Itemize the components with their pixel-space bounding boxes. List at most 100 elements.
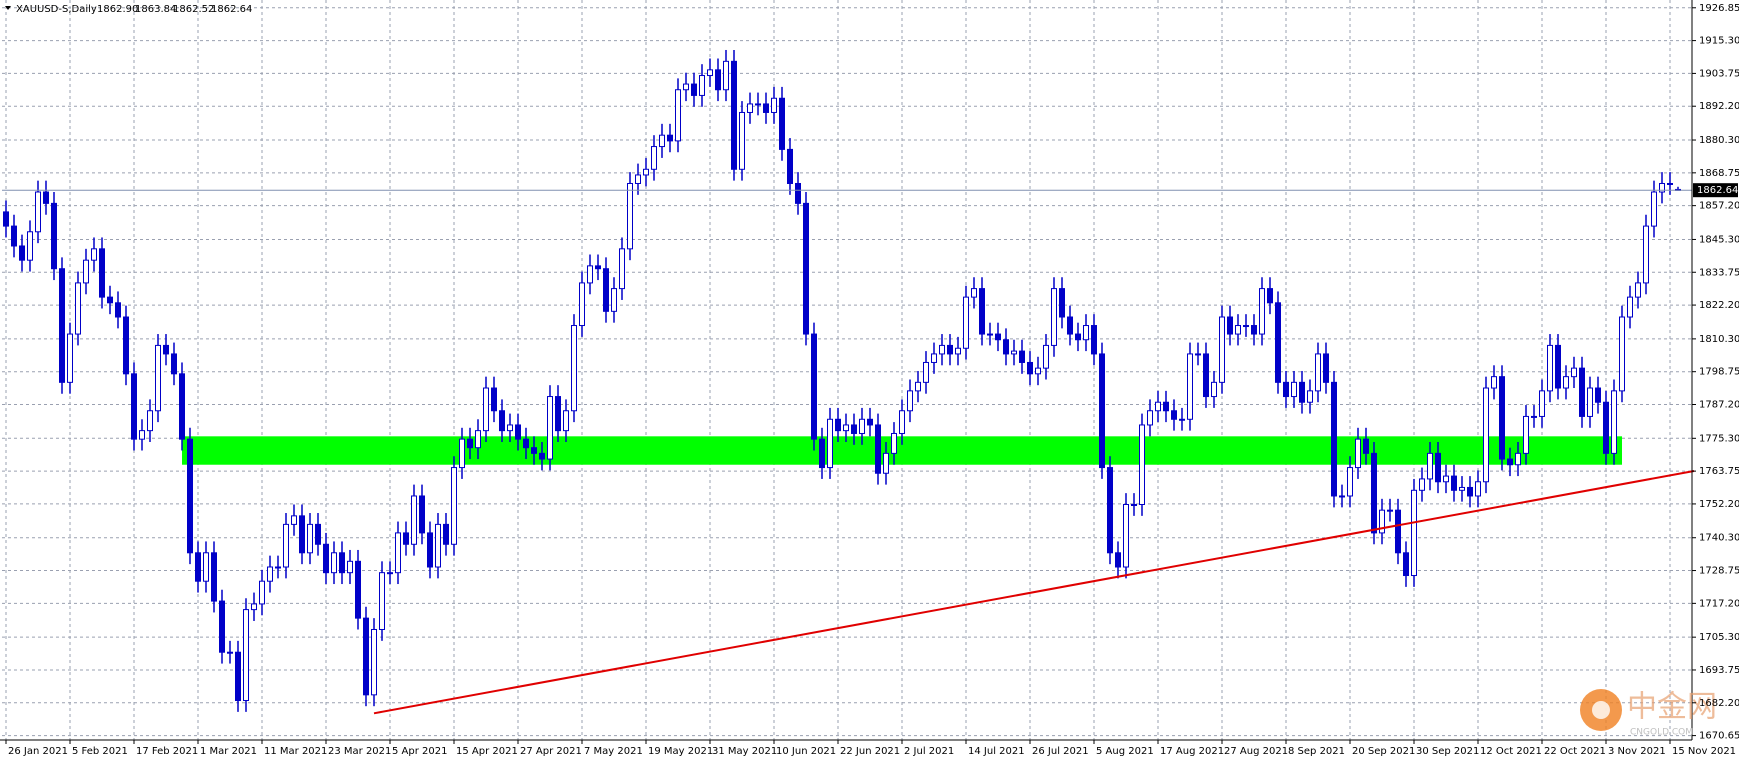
y-tick-label: 1868.75 bbox=[1699, 168, 1739, 179]
candle-body bbox=[291, 515, 297, 525]
candle-body bbox=[411, 495, 417, 545]
candle-body bbox=[1355, 438, 1361, 469]
y-tick-label: 1693.75 bbox=[1699, 665, 1739, 676]
candle-body bbox=[731, 60, 737, 170]
candle-body bbox=[235, 651, 241, 702]
x-tick-label: 26 Jan 2021 bbox=[8, 746, 68, 757]
candle-body bbox=[1387, 509, 1393, 512]
overlay bbox=[2, 189, 1695, 715]
candle-body bbox=[795, 182, 801, 204]
candle-body bbox=[907, 390, 913, 412]
candle-body bbox=[1267, 288, 1273, 304]
candle-body bbox=[259, 580, 265, 605]
candle-body bbox=[1307, 390, 1313, 403]
candle-body bbox=[123, 316, 129, 375]
y-tick-label: 1740.30 bbox=[1699, 533, 1739, 544]
candle-body bbox=[1299, 381, 1305, 403]
y-tick-label: 1670.65 bbox=[1699, 731, 1739, 742]
candle-body bbox=[419, 495, 425, 534]
y-tick-label: 1903.75 bbox=[1699, 68, 1739, 79]
candle-body bbox=[171, 353, 177, 375]
candle-body bbox=[115, 302, 121, 318]
x-tick-label: 7 May 2021 bbox=[584, 746, 643, 757]
y-tick-label: 1752.20 bbox=[1699, 499, 1739, 510]
candle-body bbox=[19, 245, 25, 261]
candle-body bbox=[555, 396, 561, 432]
candle-body bbox=[971, 288, 977, 298]
candle-body bbox=[547, 396, 553, 460]
candle-body bbox=[1339, 495, 1345, 498]
trendline bbox=[373, 469, 1695, 715]
candle-body bbox=[11, 225, 17, 247]
candle-body bbox=[955, 347, 961, 355]
x-tick-label: 11 Mar 2021 bbox=[264, 746, 327, 757]
candle-body bbox=[1411, 489, 1417, 577]
candle-body bbox=[1067, 316, 1073, 335]
header-low: 1862.52 bbox=[173, 4, 214, 15]
x-tick-label: 27 Aug 2021 bbox=[1224, 746, 1288, 757]
candle-body bbox=[1155, 401, 1161, 412]
candle-body bbox=[675, 89, 681, 142]
candle-body bbox=[139, 430, 145, 440]
x-tick-label: 15 Nov 2021 bbox=[1672, 746, 1736, 757]
y-tick-label: 1915.30 bbox=[1699, 36, 1739, 47]
candle-body bbox=[219, 600, 225, 653]
candle-body bbox=[299, 515, 305, 554]
x-tick-label: 1 Mar 2021 bbox=[200, 746, 257, 757]
candle-body bbox=[195, 552, 201, 582]
candle-body bbox=[947, 344, 953, 355]
candle-body bbox=[1027, 361, 1033, 375]
candle-body bbox=[747, 103, 753, 113]
header-close: 1862.64 bbox=[211, 4, 252, 15]
x-tick-label: 31 May 2021 bbox=[712, 746, 777, 757]
candle-body bbox=[923, 361, 929, 383]
candle-body bbox=[1571, 367, 1577, 378]
candle-body bbox=[1627, 296, 1633, 318]
candles bbox=[3, 49, 1681, 712]
candle-body bbox=[859, 418, 865, 434]
candle-body bbox=[827, 418, 833, 469]
candle-body bbox=[843, 424, 849, 432]
candle-body bbox=[899, 410, 905, 434]
x-tick-label: 5 Feb 2021 bbox=[72, 746, 128, 757]
x-tick-label: 15 Apr 2021 bbox=[456, 746, 518, 757]
candle-body bbox=[435, 523, 441, 568]
y-tick-label: 1728.75 bbox=[1699, 566, 1739, 577]
y-tick-label: 1822.20 bbox=[1699, 300, 1739, 311]
candle-body bbox=[1163, 401, 1169, 412]
candle-body bbox=[835, 418, 841, 432]
candle-body bbox=[603, 268, 609, 312]
candle-body bbox=[1323, 353, 1329, 383]
y-tick-label: 1717.20 bbox=[1699, 598, 1739, 609]
candle-body bbox=[891, 432, 897, 454]
candle-body bbox=[251, 603, 257, 611]
candle-body bbox=[363, 617, 369, 696]
candle-body bbox=[107, 296, 113, 304]
candle-body bbox=[779, 97, 785, 150]
candle-body bbox=[1195, 353, 1201, 356]
candle-body bbox=[1643, 225, 1649, 284]
x-tick-label: 3 Nov 2021 bbox=[1608, 746, 1666, 757]
x-tick-label: 23 Mar 2021 bbox=[328, 746, 391, 757]
x-tick-label: 10 Jun 2021 bbox=[776, 746, 836, 757]
y-tick-label: 1705.30 bbox=[1699, 632, 1739, 643]
candle-body bbox=[1219, 316, 1225, 383]
candle-body bbox=[1347, 467, 1353, 497]
candle-body bbox=[347, 560, 353, 574]
candle-body bbox=[283, 523, 289, 568]
candle-body bbox=[99, 248, 105, 298]
candle-body bbox=[627, 182, 633, 250]
candle-body bbox=[267, 566, 273, 582]
candle-body bbox=[1371, 452, 1377, 534]
candle-body bbox=[1099, 353, 1105, 469]
candle-body bbox=[275, 566, 281, 569]
candle-body bbox=[427, 532, 433, 568]
candle-body bbox=[1251, 325, 1257, 335]
candle-body bbox=[339, 552, 345, 574]
candle-body bbox=[683, 83, 689, 91]
y-tick-label: 1798.75 bbox=[1699, 367, 1739, 378]
candle-body bbox=[1259, 288, 1265, 335]
candle-body bbox=[1595, 387, 1601, 403]
candle-body bbox=[915, 381, 921, 392]
